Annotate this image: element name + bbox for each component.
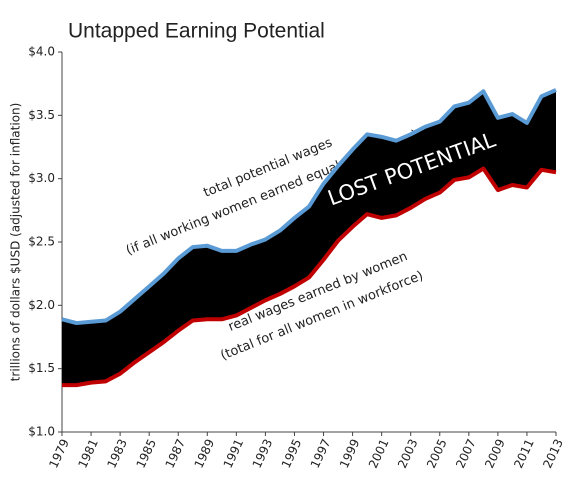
y-tick-label: $2.5 (28, 235, 55, 249)
x-tick-label: 2007 (453, 437, 479, 471)
x-tick-label: 1997 (308, 437, 334, 471)
x-tick-label: 1987 (163, 437, 189, 471)
y-tick-label: $3.0 (28, 171, 55, 185)
y-axis-label: trillions of dollars $USD (adjusted for … (9, 103, 23, 382)
y-tick-label: $2.0 (28, 298, 55, 312)
y-tick-label: $3.5 (28, 108, 55, 122)
series-line (61, 88, 557, 326)
x-tick-label: 2001 (366, 437, 392, 471)
x-tick-label: 2005 (424, 437, 450, 471)
gap-area (62, 90, 556, 386)
y-tick-label: $1.0 (28, 425, 55, 439)
y-tick-label: $4.0 (28, 45, 55, 59)
x-tick-label: 2003 (395, 437, 421, 471)
series-line (62, 166, 557, 388)
y-tick-label: $1.5 (28, 361, 55, 375)
x-tick-label: 1979 (46, 437, 72, 471)
x-tick-label: 1999 (337, 437, 363, 471)
chart-title: Untapped Earning Potential (68, 20, 325, 43)
x-tick-label: 2013 (540, 437, 566, 471)
x-tick-label: 1981 (75, 437, 101, 471)
x-tick-label: 1989 (192, 437, 218, 471)
x-tick-label: 1993 (250, 437, 276, 471)
x-tick-label: 1991 (221, 437, 247, 471)
x-tick-label: 1995 (279, 437, 305, 471)
x-tick-label: 2011 (511, 437, 537, 471)
x-tick-label: 2009 (482, 437, 508, 471)
x-tick-label: 1985 (133, 437, 159, 471)
x-tick-label: 1983 (104, 437, 130, 471)
